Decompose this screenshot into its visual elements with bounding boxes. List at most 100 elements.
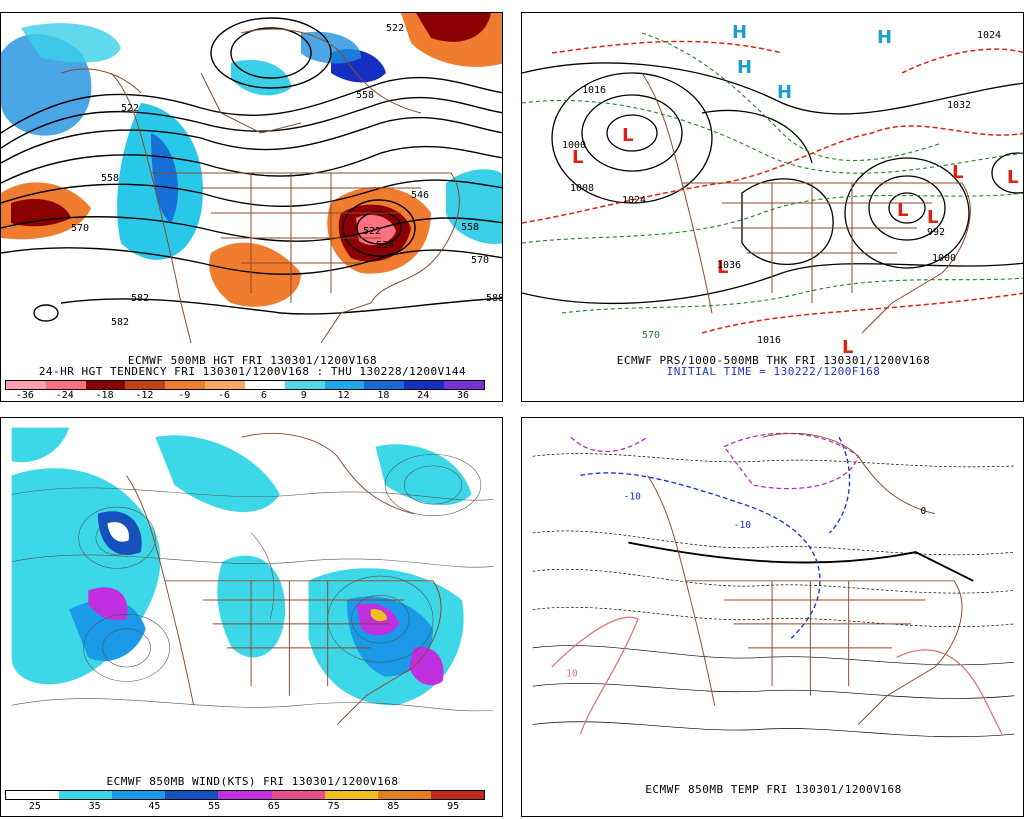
contour-label: 558 — [461, 222, 479, 233]
panel-850mb-temp: 10 -10 -10 0 ECMWF 850MB TEMP FRI 130301… — [521, 417, 1024, 817]
isotherm-label: -10 — [624, 491, 642, 502]
colorbar-label: -36 — [15, 390, 34, 401]
colorbar-swatch — [271, 791, 325, 799]
colorbar-swatch — [45, 381, 86, 389]
panel-caption: ECMWF PRS/1000-500MB THK FRI 130301/1200… — [616, 354, 931, 367]
colorbar-label: -6 — [218, 390, 231, 401]
colorbar-label: 12 — [337, 390, 350, 401]
map-850mb-wind — [11, 427, 494, 725]
map-850mb-temp: 10 -10 -10 0 — [532, 432, 1015, 738]
colorbar-swatch — [59, 791, 113, 799]
panel-500mb-height: 522 534 558 582 546 570 522 558 570 558 … — [0, 12, 503, 402]
colorbar-label: -12 — [135, 390, 154, 401]
isobar-label: 1032 — [947, 100, 971, 111]
colorbar-swatch — [324, 791, 378, 799]
colorbar-label: 36 — [457, 390, 470, 401]
map-pressure-thickness: L L L L L L L L H H H H 1000 1008 1016 1… — [522, 22, 1023, 353]
colorbar-swatch — [364, 381, 405, 389]
colorbar-swatch — [404, 381, 445, 389]
colorbar-swatch — [165, 791, 219, 799]
tendency-blob — [151, 133, 179, 223]
colorbar-swatch — [244, 381, 285, 389]
panel-850mb-wind: ECMWF 850MB WIND(KTS) FRI 130301/1200V16… — [0, 417, 503, 817]
colorbar-label: 65 — [267, 801, 280, 812]
isobar-label: 1036 — [717, 260, 741, 271]
low-pressure-symbol: L — [842, 337, 853, 353]
contour-label: 570 — [71, 223, 89, 234]
panel-pressure-thickness: L L L L L L L L H H H H 1000 1008 1016 1… — [521, 12, 1024, 402]
contour-label: 522 — [121, 103, 139, 114]
isobar-label: 992 — [927, 227, 945, 238]
colorbar-label: 55 — [208, 801, 221, 812]
colorbar-swatch — [112, 791, 166, 799]
center-label: 546 — [411, 190, 429, 201]
tendency-blob — [446, 169, 502, 244]
isobar-label: 1016 — [582, 85, 606, 96]
isobar-label: 1024 — [977, 30, 1001, 41]
colorbar-label: 24 — [417, 390, 430, 401]
colorbar-swatch — [125, 381, 166, 389]
low-pressure-symbol: L — [622, 125, 633, 146]
thickness-label: 570 — [642, 330, 660, 341]
colorbar-swatch — [6, 791, 60, 799]
isobar-label: 1016 — [757, 335, 781, 346]
colorbar-label: 95 — [447, 801, 460, 812]
tendency-blob — [416, 13, 491, 42]
center-label: 570 — [471, 255, 489, 266]
wind-shading — [88, 587, 128, 621]
colorbar-swatch — [218, 791, 272, 799]
colorbar-swatch — [324, 381, 365, 389]
low-pressure-symbol: L — [927, 207, 938, 228]
wind-shading — [375, 444, 472, 506]
colorbar-label: 75 — [327, 801, 340, 812]
wind-shading — [11, 427, 70, 463]
wind-colorbar — [5, 790, 485, 800]
map-500mb-height: 522 534 558 582 546 570 522 558 570 558 … — [1, 13, 503, 344]
isobar-label: 1000 — [562, 140, 586, 151]
wind-shading — [370, 609, 388, 622]
wind-shading — [155, 435, 280, 512]
high-pressure-symbol: H — [877, 27, 892, 48]
colorbar-swatch — [444, 381, 484, 389]
low-pressure-symbol: L — [897, 200, 908, 221]
colorbar-label: -9 — [178, 390, 191, 401]
colorbar-swatch — [284, 381, 325, 389]
colorbar-swatch — [85, 381, 126, 389]
colorbar-label: 35 — [88, 801, 101, 812]
isotherm-label: 10 — [566, 669, 578, 680]
colorbar-label: -24 — [55, 390, 74, 401]
contour-label: 588 — [486, 293, 503, 304]
low-pressure-symbol: L — [717, 257, 728, 278]
contour-label: 558 — [101, 173, 119, 184]
wind-colorbar-labels: 25 35 45 55 65 75 85 95 — [5, 801, 483, 812]
wind-shading — [409, 646, 444, 686]
high-pressure-symbol: H — [737, 57, 752, 78]
high-pressure-symbol: H — [732, 22, 747, 43]
isotherm-label: -10 — [734, 520, 752, 531]
tendency-colorbar — [5, 380, 485, 390]
initial-time-caption: INITIAL TIME = 130222/1200F168 — [666, 365, 881, 378]
colorbar-label: 45 — [148, 801, 161, 812]
colorbar-label: 85 — [387, 801, 400, 812]
colorbar-swatch — [6, 381, 46, 389]
high-pressure-symbol: H — [777, 82, 792, 103]
colorbar-label: 25 — [28, 801, 41, 812]
colorbar-label: -18 — [95, 390, 114, 401]
isotherm-label: 0 — [921, 506, 927, 517]
contour-label: 522 — [386, 23, 404, 34]
colorbar-swatch — [377, 791, 431, 799]
isobar-label: 1000 — [932, 253, 956, 264]
wind-shading — [11, 468, 161, 685]
colorbar-label: 9 — [300, 390, 307, 401]
center-label: 582 — [131, 293, 149, 304]
panel-caption: ECMWF 850MB WIND(KTS) FRI 130301/1200V16… — [106, 775, 399, 788]
isobar-label: 1024 — [622, 195, 646, 206]
colorbar-swatch — [165, 381, 206, 389]
panel-caption-secondary: 24-HR HGT TENDENCY FRI 130301/1200V168 :… — [38, 365, 467, 378]
panel-caption: ECMWF 850MB TEMP FRI 130301/1200V168 — [645, 783, 902, 796]
contour-label: 582 — [111, 317, 129, 328]
center-label: 558 — [356, 90, 374, 101]
tendency-blob — [11, 198, 71, 227]
tendency-colorbar-labels: -36 -24 -18 -12 -9 -6 6 9 12 18 24 36 — [5, 390, 483, 401]
colorbar-label: 6 — [260, 390, 267, 401]
